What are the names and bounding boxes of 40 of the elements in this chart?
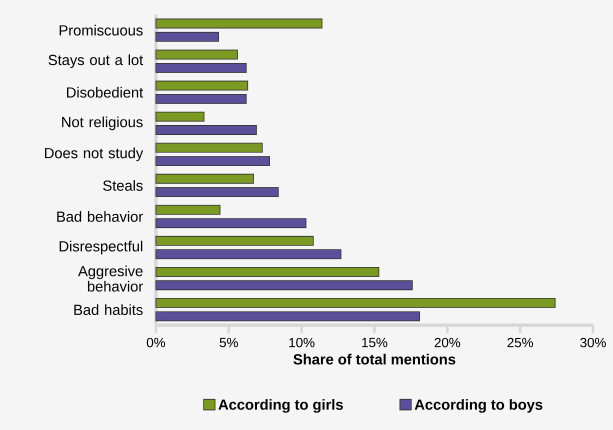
bar [156,32,219,42]
x-tick-label: 5% [220,338,238,348]
y-tick-label: Bad behavior [57,210,143,222]
y-tick-label: Disrespectful [60,240,142,254]
bar [156,124,257,135]
bar [156,311,420,322]
bar [156,174,254,184]
y-tick-label: Disobedient [67,86,144,98]
y-tick-label: Steals [103,180,143,191]
bar [156,266,380,277]
y-tick-label: Not religious [62,116,143,130]
y-tick-label: Promiscuous [60,24,143,36]
x-tick-label: 10% [289,338,314,348]
legend-label: According to boys [414,398,542,413]
x-tick-label: 20% [434,338,460,348]
bar [156,249,342,259]
bar [156,62,247,73]
x-tick-label: 30% [580,338,606,348]
bar [156,80,248,90]
y-tick-label: Aggresive behavior [78,265,143,292]
bar [156,298,556,308]
bar [156,18,322,28]
bar [156,186,279,197]
bar [156,236,314,246]
x-tick-label: 25% [507,338,534,348]
bar [156,280,413,290]
bar [156,156,270,166]
y-tick-label: Stays out a lot [48,54,144,68]
x-tick-label: 0% [146,338,166,348]
bar [156,94,247,104]
bar [156,112,204,122]
bar [156,204,220,215]
x-axis-title: Share of total mentions [293,354,456,364]
legend-label: According to girls [218,398,343,413]
bar [156,142,263,152]
bar [156,218,306,228]
y-tick-label: Bad habits [74,304,143,315]
y-tick-label: Does not study [45,147,144,161]
bar [156,49,238,60]
x-tick-label: 15% [362,338,388,348]
